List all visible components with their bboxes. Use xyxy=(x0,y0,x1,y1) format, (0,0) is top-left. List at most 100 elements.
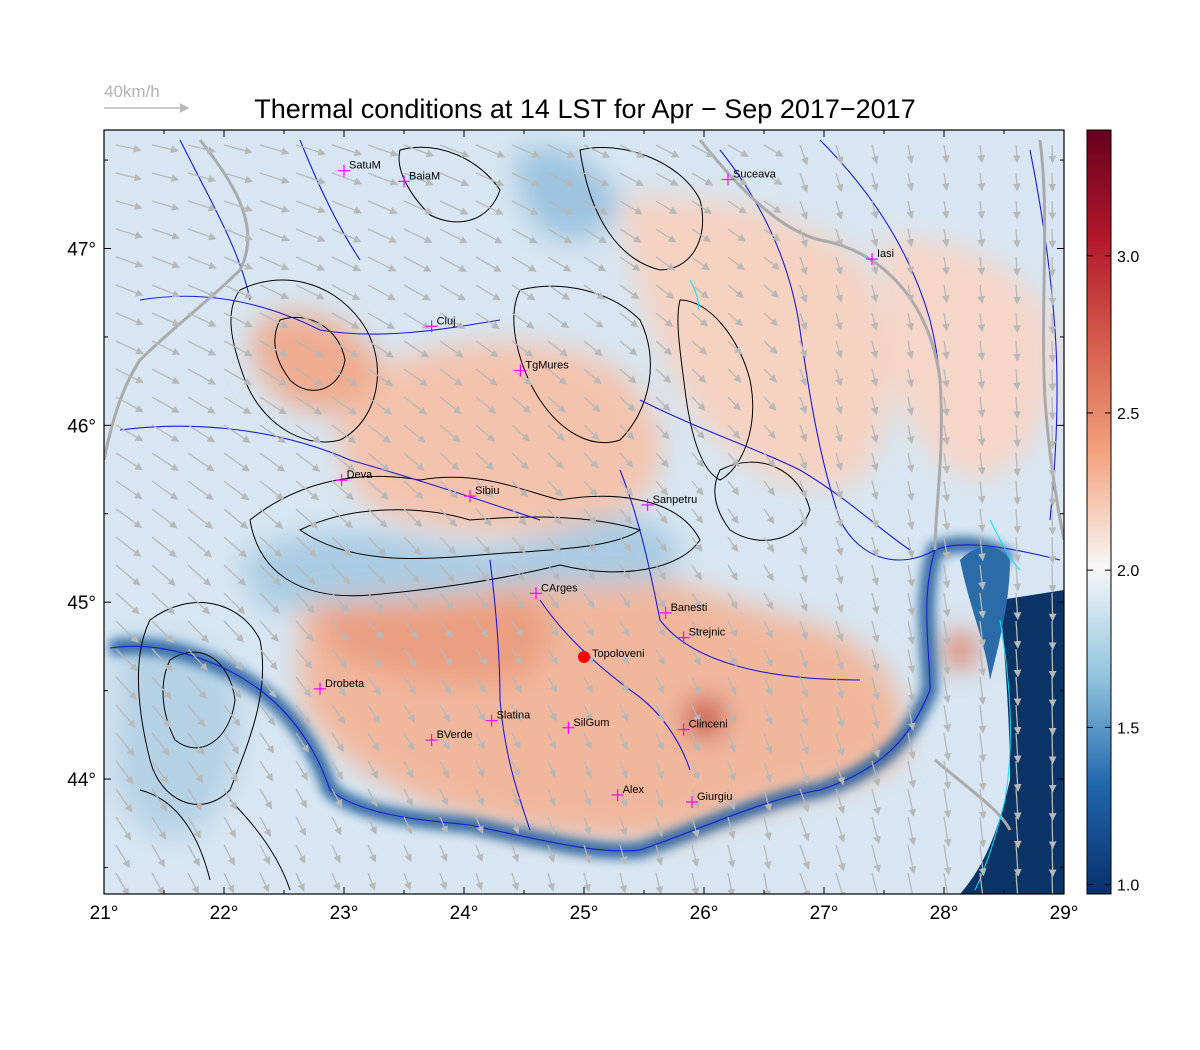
wind-arrow xyxy=(403,200,434,215)
wind-arrow xyxy=(619,760,628,779)
wind-arrow xyxy=(223,732,240,755)
wind-arrow xyxy=(691,368,707,383)
wind-arrow xyxy=(943,760,952,790)
wind-arrow xyxy=(655,760,664,780)
wind-arrow xyxy=(871,704,881,730)
x-tick-label: 27° xyxy=(810,903,839,924)
wind-arrow xyxy=(223,144,253,155)
wind-arrow xyxy=(870,228,879,248)
wind-arrow xyxy=(977,312,986,333)
wind-arrow xyxy=(835,732,845,757)
wind-arrow xyxy=(115,816,132,841)
wind-arrow xyxy=(295,872,305,892)
topoloveni-marker xyxy=(578,651,590,664)
city-label: BaiaM xyxy=(409,170,440,182)
wind-arrow xyxy=(187,508,213,529)
wind-arrow xyxy=(799,816,810,842)
wind-arrow xyxy=(295,172,327,185)
wind-arrow xyxy=(115,620,139,643)
wind-arrow xyxy=(115,396,144,413)
wind-arrow xyxy=(799,760,810,784)
wind-arrow xyxy=(835,396,843,415)
wind-arrow xyxy=(583,368,602,385)
wind-arrow xyxy=(187,676,207,700)
wind-arrow xyxy=(439,592,454,611)
wind-arrow xyxy=(942,396,950,417)
wind-arrow xyxy=(942,620,951,647)
colorbar-tick-label: 1.0 xyxy=(1117,878,1139,895)
wind-arrow xyxy=(223,228,254,241)
wind-arrow xyxy=(295,732,310,753)
axis-tick-marks xyxy=(103,130,1065,894)
wind-arrow xyxy=(367,872,376,891)
wind-arrow xyxy=(619,564,631,581)
wind-arrow xyxy=(187,592,211,615)
wind-arrow xyxy=(655,256,676,271)
wind-arrow xyxy=(727,172,748,186)
wind-arrow xyxy=(835,256,843,276)
wind-arrow xyxy=(331,256,362,272)
wind-arrow xyxy=(115,284,144,297)
wind-arrow xyxy=(547,424,565,441)
city-cluj: Cluj xyxy=(425,315,456,333)
wind-arrow xyxy=(691,480,704,496)
wind-arrow xyxy=(475,760,485,778)
wind-arrow xyxy=(1048,704,1057,736)
wind-arrow xyxy=(763,732,773,754)
wind-arrow xyxy=(727,648,737,667)
wind-arrow xyxy=(763,228,781,242)
wind-arrow xyxy=(511,564,525,582)
wind-arrow xyxy=(115,760,134,785)
wind-arrow xyxy=(1048,312,1057,335)
city-tgmures: TgMures xyxy=(514,360,569,377)
wind-arrow xyxy=(223,704,241,727)
wind-arrow xyxy=(691,564,702,581)
wind-arrow xyxy=(583,396,601,413)
wind-arrow xyxy=(547,284,571,301)
wind-arrow xyxy=(941,172,950,192)
wind-arrow xyxy=(835,480,844,500)
wind-arrow xyxy=(367,732,380,752)
wind-arrow xyxy=(906,172,915,192)
wind-arrow xyxy=(941,340,950,360)
wind-arrow xyxy=(223,592,246,615)
city-strejnic: Strejnic xyxy=(677,627,726,644)
wind-arrow xyxy=(259,396,287,415)
city-bverde: BVerde xyxy=(425,729,473,747)
wind-arrow xyxy=(943,872,949,894)
wind-arrow xyxy=(1048,676,1057,708)
wind-arrow xyxy=(151,564,176,586)
wind-arrow xyxy=(906,340,915,360)
wind-arrow xyxy=(583,172,610,187)
wind-arrow xyxy=(870,312,879,331)
wind-arrow xyxy=(763,368,777,383)
wind-arrow xyxy=(977,256,986,276)
wind-arrow xyxy=(727,592,738,610)
wind-arrow xyxy=(295,480,320,501)
wind-arrow xyxy=(547,704,557,722)
wind-arrow xyxy=(870,340,879,359)
wind-arrow xyxy=(511,620,524,638)
wind-arrow xyxy=(259,704,276,726)
wind-arrow xyxy=(295,284,325,300)
wind-arrow xyxy=(727,452,740,468)
wind-arrow xyxy=(547,788,556,807)
wind-arrow xyxy=(906,228,914,247)
wind-arrow xyxy=(655,508,668,524)
wind-arrow xyxy=(943,732,952,762)
wind-arrow xyxy=(655,844,664,866)
wind-arrow xyxy=(187,536,213,558)
y-tick-label: 47° xyxy=(67,239,96,260)
wind-arrow xyxy=(799,424,808,443)
wind-arrow xyxy=(799,620,808,641)
wind-arrow xyxy=(835,452,843,471)
wind-arrow xyxy=(295,592,315,614)
wind-arrow xyxy=(223,844,235,866)
wind-arrow xyxy=(511,704,521,722)
wind-arrow xyxy=(367,508,388,528)
wind-arrow xyxy=(799,844,810,870)
wind-arrow xyxy=(691,228,712,243)
wind-arrow xyxy=(367,536,387,556)
wind-arrow xyxy=(799,284,808,303)
wind-arrow xyxy=(547,564,561,581)
